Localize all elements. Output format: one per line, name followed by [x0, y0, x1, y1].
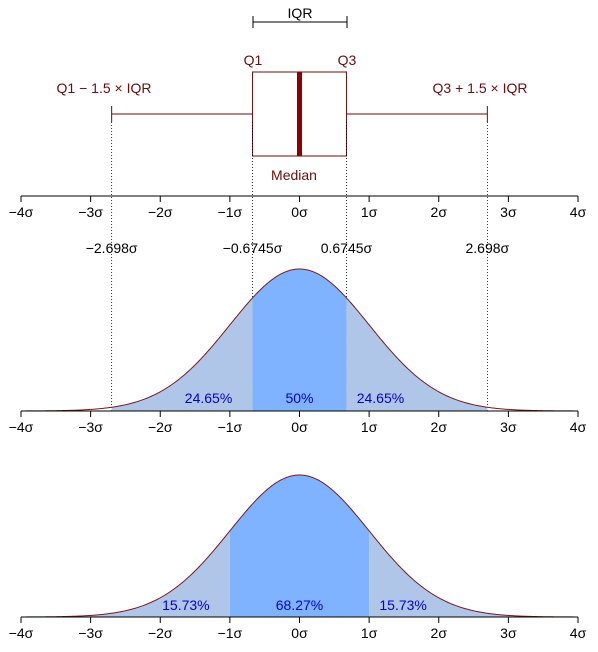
- pdf-sigma-region-fill: [369, 530, 578, 617]
- boxplot-tick-label: −1σ: [218, 204, 243, 220]
- pdf-iqr-tick-label: −1σ: [218, 419, 243, 435]
- pdf-iqr-panel: −4σ −3σ −2σ −1σ 0σ 1σ 2σ 3σ 4σ 24.65% 50% 24.65%: [9, 268, 587, 435]
- pdf-iqr-percent-label: 50%: [285, 390, 313, 406]
- pdf-sigma-tick-label: 2σ: [431, 625, 448, 641]
- pdf-sigma-region-fill: [21, 530, 230, 617]
- pdf-iqr-tick-label: 0σ: [291, 419, 308, 435]
- iqr-label: IQR: [288, 5, 313, 21]
- boxplot-tick-label: 0σ: [291, 204, 308, 220]
- pdf-sigma-tick-label: 3σ: [500, 625, 517, 641]
- pdf-iqr-tick-label: −3σ: [78, 419, 103, 435]
- median-label: Median: [271, 167, 317, 183]
- pdf-iqr-percent-label: 24.65%: [357, 390, 404, 406]
- boxplot-tick-label: 3σ: [500, 204, 517, 220]
- boxplot-tick-label: 4σ: [570, 204, 587, 220]
- pdf-sigma-region-fill: [229, 475, 370, 617]
- boxplot-tick-label: −4σ: [9, 204, 34, 220]
- pdf-sigma-density-curve: [21, 474, 578, 618]
- pdf-sigma-tick-label: 4σ: [570, 625, 587, 641]
- pdf-iqr-tick-label: −2σ: [148, 419, 173, 435]
- upper-fence-label: Q3 + 1.5 × IQR: [433, 80, 528, 96]
- pdf-iqr-percent-label: 24.65%: [185, 390, 232, 406]
- pdf-sigma-tick-label: −3σ: [78, 625, 103, 641]
- pdf-iqr-density-curve: [21, 268, 578, 412]
- boxplot-tick-label: −2σ: [148, 204, 173, 220]
- pdf-iqr-tick-label: 2σ: [431, 419, 448, 435]
- pdf-sigma-tick-label: −1σ: [218, 625, 243, 641]
- pdf-sigma-tick-label: −4σ: [9, 625, 34, 641]
- pdf-iqr-region-fill: [111, 297, 253, 411]
- boxplot-axis: −4σ −3σ −2σ −1σ 0σ 1σ 2σ 3σ 4σ: [9, 195, 587, 220]
- quantile-labels: −2.698σ −0.6745σ 0.6745σ 2.698σ: [86, 240, 510, 256]
- pdf-iqr-region-fill: [346, 297, 488, 411]
- boxplot-tick-label: 1σ: [361, 204, 378, 220]
- pdf-iqr-tick-label: 3σ: [500, 419, 517, 435]
- lower-fence-label: Q1 − 1.5 × IQR: [57, 80, 152, 96]
- boxplot-panel: IQR Q1 Q3 Q1 − 1.5 × IQR Q3 + 1.5 × IQR …: [9, 5, 587, 220]
- pdf-sigma-panel: −4σ −3σ −2σ −1σ 0σ 1σ 2σ 3σ 4σ 15.73% 68.27% 15.73%: [9, 474, 587, 641]
- boxplot-tick-label: −3σ: [78, 204, 103, 220]
- pdf-iqr-tick-label: 4σ: [570, 419, 587, 435]
- pdf-iqr-tick-label: −4σ: [9, 419, 34, 435]
- q3-label: Q3: [338, 52, 357, 68]
- pdf-iqr-tick-label: 1σ: [361, 419, 378, 435]
- pdf-sigma-tick-label: −2σ: [148, 625, 173, 641]
- pdf-sigma-tick-label: 0σ: [291, 625, 308, 641]
- pdf-sigma-percent-label: 15.73%: [379, 597, 426, 613]
- pdf-sigma-percent-label: 15.73%: [162, 597, 209, 613]
- q1-label: Q1: [244, 52, 263, 68]
- pdf-sigma-tick-label: 1σ: [361, 625, 378, 641]
- pdf-sigma-percent-label: 68.27%: [276, 597, 323, 613]
- boxplot-tick-label: 2σ: [431, 204, 448, 220]
- pdf-iqr-region-fill: [252, 269, 347, 411]
